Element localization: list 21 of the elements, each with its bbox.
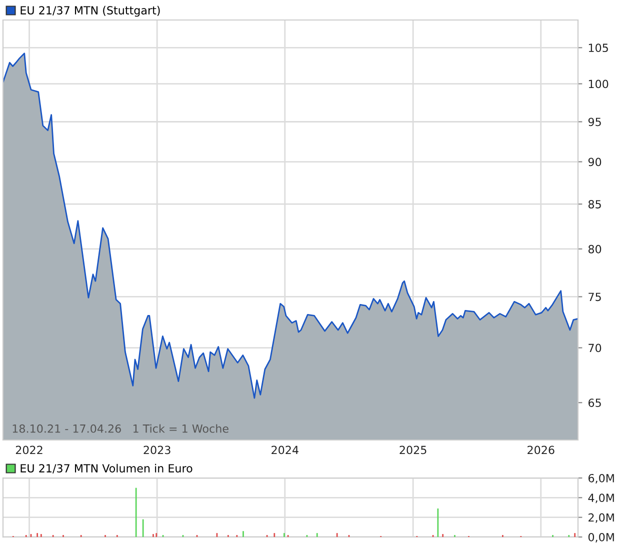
y-tick-label: 90 [588, 158, 602, 166]
x-tick-label: 2026 [528, 446, 554, 454]
x-tick-label: 2024 [272, 446, 298, 454]
y-tick-label: 95 [588, 118, 601, 126]
y-tick-label: 80 [588, 244, 602, 254]
x-tick-label: 2025 [400, 446, 426, 454]
y-tick-label: 2,0M [588, 513, 614, 523]
legend-label: EU 21/37 MTN (Stuttgart) [20, 6, 160, 17]
y-tick-label: 75 [588, 292, 601, 302]
y-tick-label: 100 [588, 80, 608, 88]
x-tick-label: 2022 [16, 446, 42, 454]
y-tick-label: 70 [588, 344, 602, 352]
y-tick-label: 6,0M [588, 474, 614, 484]
annotation: 18.10.21 - 17.04.26 1 Tick = 1 Woche [12, 424, 228, 433]
y-tick-label: 85 [588, 200, 601, 208]
y-tick-label: 0,0M [588, 532, 614, 543]
y-tick-label: 4,0M [588, 494, 614, 504]
y-tick-label: 105 [588, 44, 608, 52]
legend-label: EU 21/37 MTN Volumen in Euro [20, 464, 192, 474]
x-tick-label: 2023 [144, 446, 170, 454]
y-tick-label: 65 [588, 398, 601, 408]
